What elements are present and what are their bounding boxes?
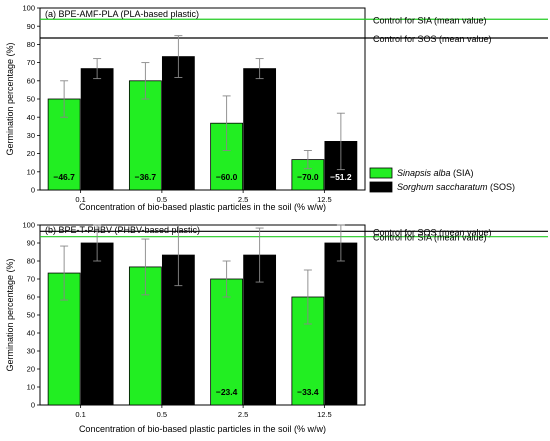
- control-label-sos: Control for SOS (mean value): [373, 227, 492, 237]
- y-tick-label: 90: [27, 22, 35, 31]
- panel-title: (b) BPE-T-PHBV (PHBV-based plastic): [45, 225, 200, 235]
- y-tick-label: 60: [27, 293, 35, 302]
- y-axis-title: Germination percentage (%): [5, 258, 15, 371]
- x-tick-label: 12.5: [317, 195, 332, 204]
- y-tick-label: 0: [31, 401, 35, 410]
- control-label-sia: Control for SIA (mean value): [373, 15, 487, 25]
- percent-change-label: −70.0: [297, 172, 319, 182]
- percent-change-label: −33.4: [297, 387, 319, 397]
- y-tick-label: 80: [27, 257, 35, 266]
- bar-sos: [324, 242, 358, 406]
- y-tick-label: 10: [27, 383, 35, 392]
- y-tick-label: 70: [27, 275, 35, 284]
- percent-change-label: −51.2: [330, 172, 352, 182]
- legend-species-abbr: (SOS): [488, 182, 516, 192]
- bar-sos: [80, 68, 114, 191]
- chart-panel-b: 0 10 20 30 40 50 60 70 80 90 100 0.1 0.5 2.5 12.5 Contr…: [5, 221, 548, 434]
- percent-change-label: −46.7: [53, 172, 75, 182]
- y-tick-label: 80: [27, 40, 35, 49]
- x-tick-label: 12.5: [317, 410, 332, 419]
- y-tick-label: 100: [22, 4, 35, 13]
- y-tick-label: 100: [22, 221, 35, 230]
- y-tick-label: 40: [27, 113, 35, 122]
- y-tick-label: 90: [27, 239, 35, 248]
- chart-panel-a: 0 10 20 30 40 50 60 70 80 90 100 0.1 0.5 2.5 12.5 Contr…: [5, 4, 548, 212]
- bar-sos: [80, 242, 114, 406]
- legend: Sinapsis alba (SIA) Sorghum saccharatum (…: [369, 167, 515, 193]
- legend-label-sos: Sorghum saccharatum (SOS): [397, 182, 515, 192]
- y-tick-label: 40: [27, 329, 35, 338]
- x-axis-title: Concentration of bio-based plastic parti…: [79, 202, 326, 212]
- y-tick-label: 30: [27, 131, 35, 140]
- percent-change-label: −36.7: [135, 172, 157, 182]
- y-tick-label: 10: [27, 167, 35, 176]
- y-tick-label: 50: [27, 311, 35, 320]
- legend-label-sia: Sinapsis alba (SIA): [397, 168, 474, 178]
- y-tick-label: 60: [27, 76, 35, 85]
- y-tick-label: 30: [27, 347, 35, 356]
- control-label-sos: Control for SOS (mean value): [373, 34, 492, 44]
- x-tick-label: 0.1: [75, 195, 85, 204]
- x-tick-label: 0.1: [75, 410, 85, 419]
- percent-change-label: −60.0: [216, 172, 238, 182]
- legend-species-name: Sorghum saccharatum: [397, 182, 488, 192]
- x-tick-label: 0.5: [157, 410, 167, 419]
- x-tick-label: 2.5: [238, 410, 248, 419]
- y-tick-label: 0: [31, 186, 35, 195]
- y-tick-label: 20: [27, 149, 35, 158]
- legend-swatch-sos: [369, 181, 393, 193]
- y-tick-label: 20: [27, 365, 35, 374]
- legend-species-abbr: (SIA): [451, 168, 474, 178]
- x-tick-label: 0.5: [157, 195, 167, 204]
- x-tick-label: 2.5: [238, 195, 248, 204]
- y-tick-label: 50: [27, 95, 35, 104]
- y-axis-title: Germination percentage (%): [5, 42, 15, 155]
- bar-sos: [243, 68, 277, 191]
- panel-title: (a) BPE-AMF-PLA (PLA-based plastic): [45, 9, 199, 19]
- control-label-sia: Control for SIA (mean value): [373, 233, 487, 243]
- legend-species-name: Sinapsis alba: [397, 168, 451, 178]
- legend-swatch-sia: [369, 167, 393, 179]
- bar-sos: [161, 56, 195, 191]
- x-axis-title: Concentration of bio-based plastic parti…: [79, 424, 326, 434]
- bar-sia: [210, 278, 244, 406]
- percent-change-label: −23.4: [216, 387, 238, 397]
- y-tick-label: 70: [27, 58, 35, 67]
